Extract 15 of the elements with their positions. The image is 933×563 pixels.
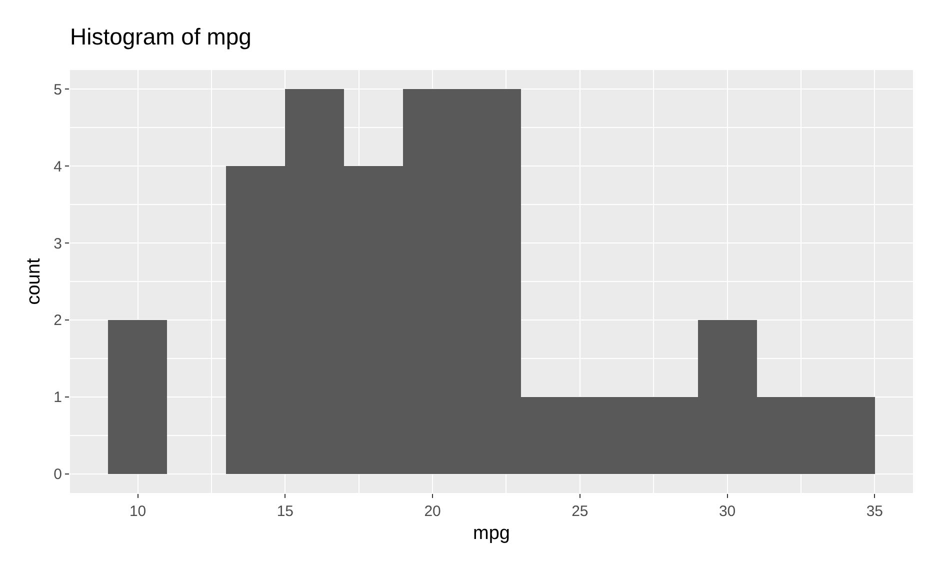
y-tick-label: 3 — [54, 235, 62, 252]
y-tick-label: 0 — [54, 466, 62, 484]
y-tick-label: 1 — [54, 389, 62, 406]
y-tick-label: 4 — [54, 158, 62, 176]
y-tick-label: 2 — [54, 312, 62, 330]
x-tick-label: 35 — [866, 503, 884, 520]
y-axis-title: count — [24, 258, 45, 305]
x-tick-label: 20 — [424, 503, 441, 520]
x-tick-label: 25 — [572, 503, 588, 520]
x-tick-label: 10 — [129, 503, 146, 520]
x-axis-title: mpg — [473, 522, 510, 544]
y-tick-label: 5 — [54, 81, 62, 98]
chart-title: Histogram of mpg — [70, 23, 252, 50]
x-tick-label: 30 — [718, 503, 736, 520]
x-tick-label: 15 — [276, 503, 294, 520]
